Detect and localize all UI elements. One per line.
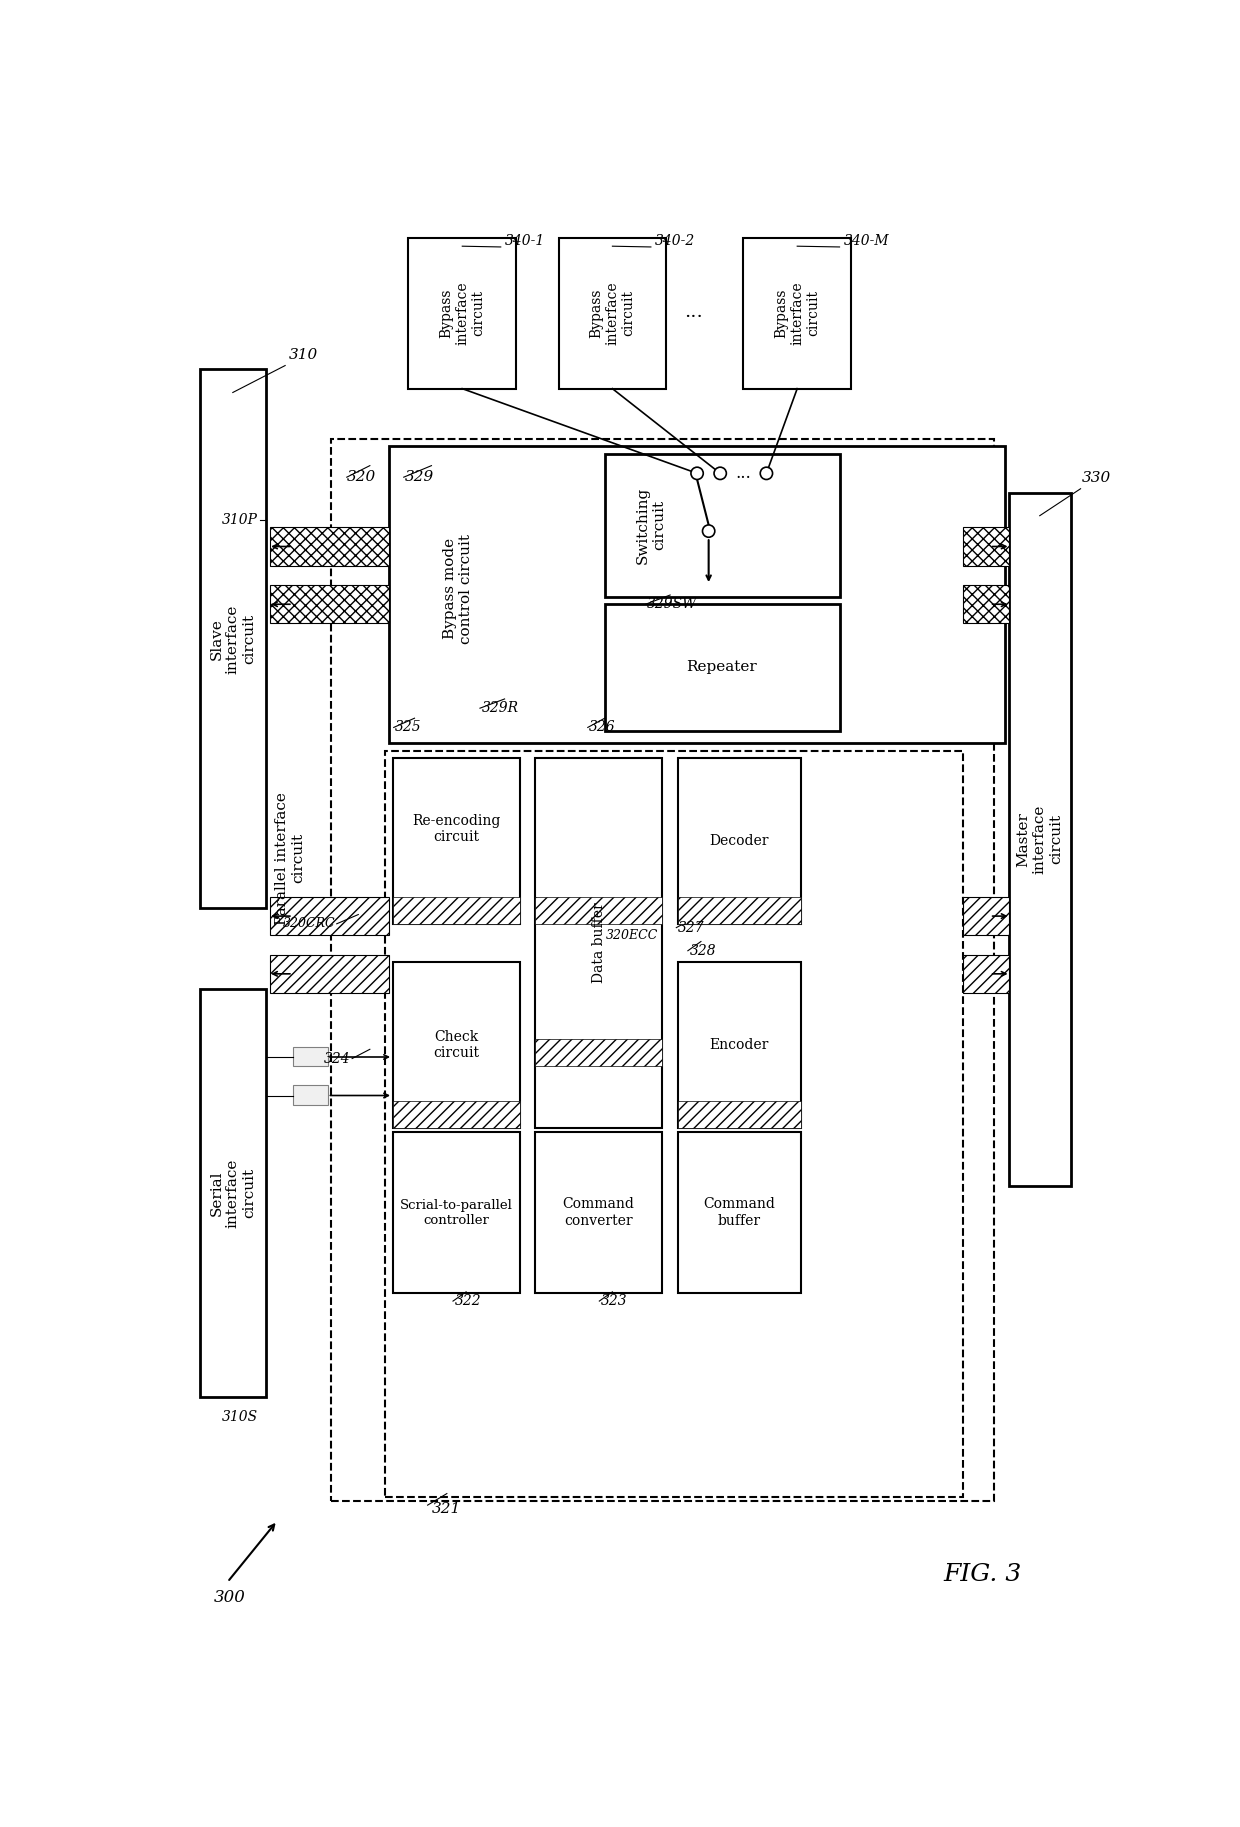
- Bar: [270, 585, 389, 623]
- Text: Slave
interface
circuit: Slave interface circuit: [210, 605, 255, 674]
- Text: 320CRC: 320CRC: [283, 917, 335, 930]
- Text: Serial
interface
circuit: Serial interface circuit: [210, 1158, 255, 1228]
- Text: Repeater: Repeater: [687, 660, 758, 674]
- Text: ...: ...: [684, 303, 703, 322]
- Bar: [393, 1131, 520, 1294]
- Text: Re-encoding
circuit: Re-encoding circuit: [412, 815, 500, 844]
- Text: 325: 325: [396, 720, 422, 734]
- Bar: [962, 528, 1009, 566]
- Circle shape: [691, 468, 703, 479]
- Text: 328: 328: [689, 945, 715, 957]
- Text: 327: 327: [678, 921, 704, 935]
- Bar: [393, 1102, 520, 1127]
- Text: 323: 323: [601, 1294, 627, 1308]
- Bar: [743, 239, 851, 389]
- Text: 320: 320: [347, 470, 376, 484]
- Bar: [393, 897, 520, 924]
- Circle shape: [714, 468, 727, 479]
- Bar: [678, 1102, 801, 1127]
- Text: 326: 326: [589, 720, 616, 734]
- Text: Bypass
interface
circuit: Bypass interface circuit: [774, 281, 821, 345]
- Text: 310S: 310S: [222, 1410, 258, 1423]
- Text: 329R: 329R: [481, 702, 518, 714]
- Bar: [270, 897, 389, 935]
- Bar: [393, 758, 520, 924]
- Text: 324: 324: [324, 1052, 351, 1065]
- Bar: [270, 528, 389, 566]
- Bar: [293, 1085, 327, 1105]
- Bar: [1009, 493, 1070, 1186]
- Bar: [408, 239, 516, 389]
- Bar: [201, 369, 265, 908]
- Text: Decoder: Decoder: [709, 833, 769, 848]
- Text: Check
circuit: Check circuit: [433, 1030, 479, 1060]
- Text: Command
buffer: Command buffer: [703, 1197, 775, 1228]
- Text: 320ECC: 320ECC: [606, 928, 658, 943]
- Text: 340-2: 340-2: [655, 234, 694, 248]
- Bar: [962, 897, 1009, 935]
- Text: Command
converter: Command converter: [563, 1197, 635, 1228]
- Bar: [678, 963, 801, 1127]
- Bar: [536, 758, 662, 1127]
- Bar: [536, 1040, 662, 1067]
- Bar: [605, 605, 839, 731]
- Bar: [293, 1047, 327, 1067]
- Text: 310P: 310P: [222, 513, 258, 526]
- Bar: [962, 954, 1009, 994]
- Bar: [605, 455, 839, 597]
- Circle shape: [760, 468, 773, 479]
- Text: 329: 329: [404, 470, 434, 484]
- Text: 340-M: 340-M: [843, 234, 889, 248]
- Text: Scrial-to-parallel
controller: Scrial-to-parallel controller: [399, 1199, 512, 1226]
- Text: Bypass mode
control circuit: Bypass mode control circuit: [444, 533, 474, 643]
- Text: 310: 310: [289, 347, 319, 362]
- Text: ...: ...: [735, 464, 751, 482]
- Bar: [678, 1131, 801, 1294]
- Text: Data buffer: Data buffer: [591, 903, 605, 983]
- Text: Encoder: Encoder: [709, 1038, 769, 1052]
- Text: FIG. 3: FIG. 3: [944, 1562, 1022, 1586]
- Text: Switching
circuit: Switching circuit: [636, 486, 666, 563]
- Text: Bypass
interface
circuit: Bypass interface circuit: [589, 281, 636, 345]
- Text: 330: 330: [1083, 471, 1111, 484]
- Text: 300: 300: [213, 1589, 246, 1606]
- Text: 321: 321: [432, 1502, 461, 1516]
- Bar: [201, 988, 265, 1398]
- Text: 340-1: 340-1: [505, 234, 544, 248]
- Bar: [389, 446, 1006, 744]
- Bar: [393, 963, 520, 1127]
- Bar: [962, 585, 1009, 623]
- Bar: [270, 954, 389, 994]
- Bar: [678, 897, 801, 924]
- Bar: [331, 438, 993, 1502]
- Text: 329SW: 329SW: [647, 597, 697, 612]
- Text: Parallel interface
circuit: Parallel interface circuit: [275, 791, 305, 924]
- Circle shape: [703, 524, 714, 537]
- Text: Bypass
interface
circuit: Bypass interface circuit: [439, 281, 485, 345]
- Bar: [678, 758, 801, 924]
- Bar: [386, 751, 962, 1498]
- Text: 322: 322: [455, 1294, 481, 1308]
- Text: Master
interface
circuit: Master interface circuit: [1017, 804, 1063, 873]
- Bar: [536, 897, 662, 924]
- Bar: [536, 1131, 662, 1294]
- Bar: [558, 239, 666, 389]
